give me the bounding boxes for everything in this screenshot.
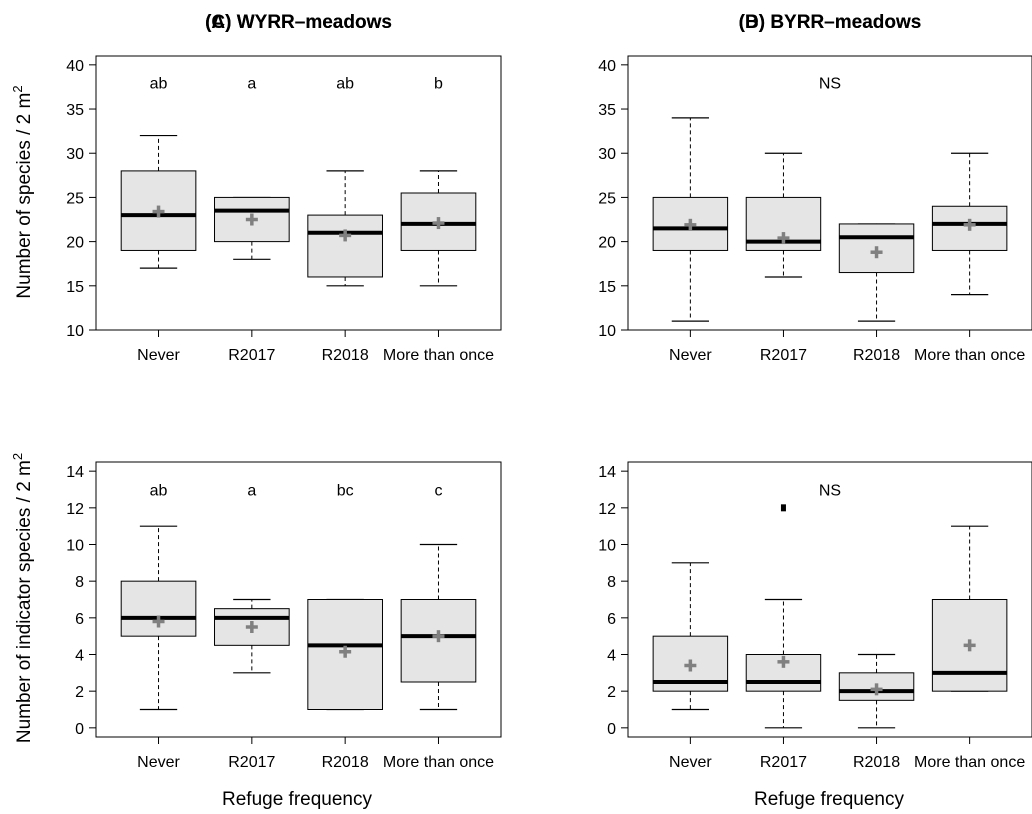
- y-tick-label: 30: [66, 146, 84, 163]
- x-axis-label-left: Refuge frequency: [222, 789, 372, 810]
- outlier-point: [780, 504, 786, 512]
- x-axis-label-right: Refuge frequency: [754, 789, 904, 810]
- y-tick-label: 40: [66, 58, 84, 75]
- y-tick-label: 15: [598, 279, 616, 296]
- iqr-box: [120, 580, 197, 637]
- chart-panel-1: (A) WYRR–meadows 10 15 20 25 30 35 40 Never R2017…: [66, 12, 502, 364]
- chart-panel-2: (B) BYRR–meadows 10 15 20 25 30 35 40 Never R2017…: [598, 12, 1032, 364]
- y-tick-label: 12: [598, 501, 616, 518]
- y-tick-label: 14: [598, 464, 616, 481]
- y-tick-label: 4: [75, 648, 84, 665]
- y-tick-label: 6: [607, 611, 616, 628]
- y-tick-label: 12: [66, 501, 84, 518]
- panel-title: (C) WYRR–meadows: [205, 12, 392, 33]
- y-tick-label: 6: [75, 611, 84, 628]
- box-1: [120, 134, 197, 269]
- box-2: [745, 504, 822, 729]
- plot-frame: [95, 55, 502, 331]
- x-tick-label: More than once: [383, 347, 494, 364]
- plot-frame: [95, 461, 502, 738]
- x-tick-label: R2017: [228, 347, 275, 364]
- plot-frame: [627, 55, 1032, 331]
- significance-letter: ab: [336, 76, 354, 93]
- significance-letter: b: [434, 76, 443, 93]
- box-4: [400, 170, 477, 287]
- chart-panel-4: (D) BYRR–meadows 0 2 4 6 8 10 12 14 Never R2017 R20…: [598, 12, 1032, 771]
- y-tick-label: 10: [66, 323, 84, 340]
- x-tick-label: R2018: [853, 347, 900, 364]
- significance-letter: a: [247, 76, 256, 93]
- y-tick-label: 20: [598, 235, 616, 252]
- y-tick-label: 4: [607, 648, 616, 665]
- y-tick-label: 25: [66, 190, 84, 207]
- chart-panel-3: (C) WYRR–meadows 0 2 4 6 8 10 12 14 Never R2017 R20…: [66, 12, 502, 771]
- y-tick-label: 2: [607, 684, 616, 701]
- box-4: [931, 152, 1008, 296]
- significance-letter: a: [247, 483, 256, 500]
- box-2: [214, 196, 290, 260]
- box-3: [838, 653, 915, 729]
- y-tick-label: 8: [75, 574, 84, 591]
- y-tick-label: 10: [598, 538, 616, 555]
- y-tick-label: 25: [598, 190, 616, 207]
- significance-label: NS: [819, 483, 841, 500]
- y-tick-label: 0: [607, 721, 616, 738]
- y-axis-label-top: Number of species / 2 m2: [10, 85, 35, 298]
- y-tick-label: 8: [607, 574, 616, 591]
- x-tick-label: More than once: [383, 754, 494, 771]
- plot-frame: [627, 461, 1032, 738]
- panel-title: (A) WYRR–meadows: [205, 12, 392, 33]
- x-tick-label: R2017: [228, 754, 275, 771]
- y-tick-label: 2: [75, 684, 84, 701]
- significance-letter: bc: [337, 483, 354, 500]
- panel-title: (D) BYRR–meadows: [739, 12, 922, 33]
- panel-title: (B) BYRR–meadows: [739, 12, 922, 33]
- y-tick-label: 10: [598, 323, 616, 340]
- x-tick-label: R2017: [760, 754, 807, 771]
- y-tick-label: 35: [66, 102, 84, 119]
- significance-letter: ab: [150, 483, 168, 500]
- y-tick-label: 40: [598, 58, 616, 75]
- y-tick-label: 0: [75, 721, 84, 738]
- y-tick-label: 10: [66, 538, 84, 555]
- y-tick-label: 30: [598, 146, 616, 163]
- significance-letter: c: [434, 483, 442, 500]
- x-tick-label: Never: [137, 754, 180, 771]
- x-tick-label: R2018: [853, 754, 900, 771]
- box-1: [652, 562, 729, 711]
- x-tick-label: R2017: [760, 347, 807, 364]
- x-tick-label: R2018: [322, 754, 369, 771]
- x-tick-label: More than once: [914, 347, 1025, 364]
- box-1: [652, 117, 729, 322]
- x-tick-label: Never: [137, 347, 180, 364]
- y-tick-label: 15: [66, 279, 84, 296]
- y-tick-label: 35: [598, 102, 616, 119]
- y-tick-label: 20: [66, 235, 84, 252]
- x-tick-label: More than once: [914, 754, 1025, 771]
- box-4: [931, 525, 1008, 692]
- box-3: [838, 223, 915, 322]
- box-3: [307, 170, 383, 287]
- box-1: [120, 525, 197, 711]
- x-tick-label: Never: [669, 347, 712, 364]
- y-axis-label-bottom: Number of indicator species / 2 m2: [10, 453, 35, 743]
- x-tick-label: Never: [669, 754, 712, 771]
- y-tick-label: 14: [66, 464, 84, 481]
- iqr-box: [307, 214, 383, 278]
- x-tick-label: R2018: [322, 347, 369, 364]
- box-2: [745, 152, 822, 278]
- box-4: [400, 543, 477, 711]
- box-3: [307, 598, 383, 711]
- box-2: [214, 598, 290, 674]
- significance-label: NS: [819, 76, 841, 93]
- significance-letter: ab: [150, 76, 168, 93]
